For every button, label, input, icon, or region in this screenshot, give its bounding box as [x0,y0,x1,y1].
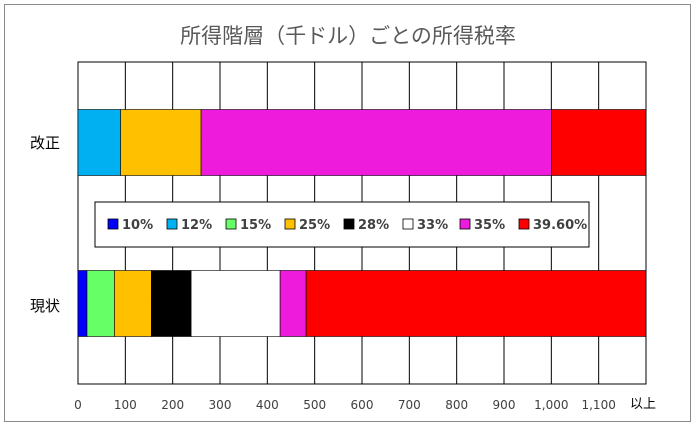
legend-label-4: 28% [358,218,389,233]
x-tick-label-6: 600 [351,398,374,412]
bar-segment-0-6 [200,109,552,176]
x-tick-label-3: 300 [209,398,232,412]
bar-segment-1-5 [190,270,281,337]
legend-label-6: 35% [474,218,505,233]
bar-segment-1-4 [151,270,192,337]
plot-border [77,61,647,385]
chart-frame: 所得階層（千ドル）ごとの所得税率 改正 現状 0 100 200 300 400 500 6… [4,4,691,422]
x-tick-label-9: 900 [493,398,516,412]
x-tick-label-0: 0 [74,398,82,412]
bars [77,109,647,337]
x-tick-label-11: 1,100 [581,398,615,412]
chart-svg: 所得階層（千ドル）ごとの所得税率 改正 現状 0 100 200 300 400 500 6… [30,24,656,412]
bar-segment-0-3 [120,109,202,176]
bar-segment-1-0 [77,270,88,337]
legend-swatch-3 [284,218,296,230]
legend-swatch-2 [225,218,237,230]
bar-segment-1-3 [114,270,152,337]
x-tick-label-8: 800 [445,398,468,412]
legend: 10% 12% 15% 25% 28% 33% 35% 39.60% [94,201,590,248]
bar-segment-1-7 [305,270,647,337]
category-label-current: 現状 [30,297,60,315]
x-tick-labels: 0 100 200 300 400 500 600 700 800 900 1,000 1,100 [74,398,616,412]
bar-segment-0-7 [551,109,647,176]
bar-segment-1-6 [279,270,307,337]
legend-swatch-6 [459,218,471,230]
x-tick-label-7: 700 [398,398,421,412]
x-unit-label: 以上 [630,397,656,412]
bar-segment-1-2 [86,270,115,337]
legend-swatch-4 [343,218,355,230]
legend-label-5: 33% [417,218,448,233]
x-tick-label-1: 100 [114,398,137,412]
x-tick-label-2: 200 [161,398,184,412]
legend-label-7: 39.60% [533,218,587,233]
bar-segment-0-1 [77,109,121,176]
legend-label-1: 12% [181,218,212,233]
legend-label-0: 10% [122,218,153,233]
legend-swatch-1 [166,218,178,230]
x-tick-label-5: 500 [303,398,326,412]
x-tick-label-4: 400 [256,398,279,412]
legend-swatch-7 [518,218,530,230]
legend-swatch-5 [402,218,414,230]
category-label-revised: 改正 [30,134,60,152]
legend-swatch-0 [107,218,119,230]
legend-label-3: 25% [299,218,330,233]
legend-label-2: 15% [240,218,271,233]
x-tick-label-10: 1,000 [534,398,568,412]
chart-title: 所得階層（千ドル）ごとの所得税率 [180,24,516,48]
